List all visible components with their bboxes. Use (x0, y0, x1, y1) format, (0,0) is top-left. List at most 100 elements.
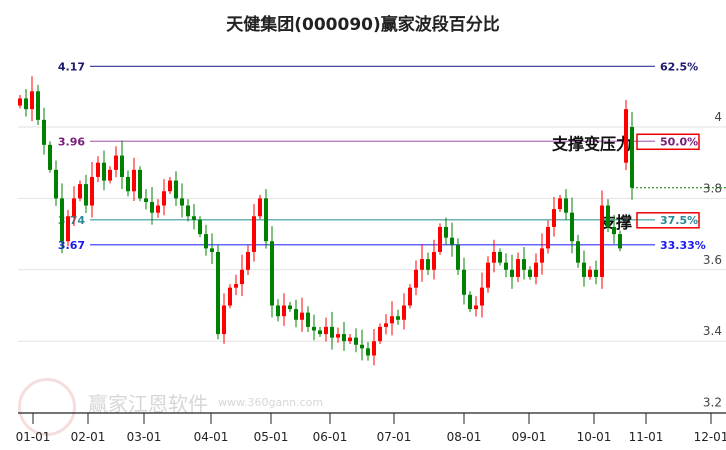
candle-body (372, 341, 376, 356)
candle-body (186, 205, 190, 217)
candle-body (444, 226, 448, 238)
candle-body (486, 262, 490, 288)
chart-title: 天健集团(000090)赢家波段百分比 (226, 15, 500, 35)
x-tick-label: 10-01 (577, 430, 612, 444)
candle-body (60, 198, 64, 242)
candle-body (270, 241, 274, 306)
candle-body (306, 312, 310, 327)
level-price-label: 3.67 (58, 239, 85, 252)
candle-body (288, 305, 292, 310)
x-tick-label: 01-01 (16, 430, 51, 444)
x-tick-label: 09-01 (512, 430, 547, 444)
candle-body (126, 176, 130, 192)
candle-body (42, 119, 46, 145)
candle-body (264, 198, 268, 242)
candle-body (432, 251, 436, 270)
candle-body (222, 305, 226, 335)
level-price-label: 3.74 (58, 214, 85, 227)
candle-body (114, 155, 118, 170)
candle-body (426, 259, 430, 270)
candle-body (348, 337, 352, 342)
candle-body (480, 287, 484, 306)
candle-body (588, 269, 592, 277)
candle-body (240, 269, 244, 285)
candle-body (246, 251, 250, 270)
candle-body (156, 205, 160, 213)
candle-body (528, 269, 532, 277)
candle-body (234, 284, 238, 288)
candle-body (108, 169, 112, 181)
candle-body (522, 259, 526, 270)
candle-body (168, 180, 172, 192)
level-percent-label: 33.33% (660, 239, 706, 252)
candle-body (618, 234, 622, 249)
watermark-url: www.360gann.com (218, 396, 324, 409)
candle-body (330, 326, 334, 338)
candle-body (342, 334, 346, 342)
candle-body (324, 326, 328, 335)
candle-body (90, 176, 94, 206)
level-price-label: 3.96 (58, 135, 85, 148)
candle-body (456, 244, 460, 270)
candle-body (606, 205, 610, 227)
x-tick-label: 07-01 (377, 430, 412, 444)
candle-body (84, 184, 88, 206)
candle-body (504, 262, 508, 270)
candle-body (624, 109, 628, 163)
candle-body (66, 216, 70, 242)
level-highlight-box (636, 212, 700, 229)
level-percent-label: 50.0% (660, 135, 698, 148)
candle-body (612, 226, 616, 235)
candle-body (474, 305, 478, 310)
x-tick-label: 12-01 (694, 430, 726, 444)
x-tick-label: 06-01 (313, 430, 348, 444)
candle-body (594, 269, 598, 277)
candle-body (492, 251, 496, 263)
candle-body (360, 344, 364, 349)
candle-body (516, 259, 520, 277)
candle-body (414, 269, 418, 288)
x-tick-label: 02-01 (71, 430, 106, 444)
candle-body (468, 294, 472, 310)
candle-body (162, 191, 166, 206)
candle-body (450, 237, 454, 245)
candle-body (582, 262, 586, 277)
candle-body (216, 251, 220, 335)
candle-body (462, 269, 466, 295)
candle-body (102, 162, 106, 181)
candle-body (366, 348, 370, 356)
candle-body (630, 127, 634, 188)
candle-body (276, 305, 280, 317)
x-tick-label: 08-01 (447, 430, 482, 444)
candle-body (258, 198, 262, 217)
level-percent-label: 37.5% (660, 214, 698, 227)
candle-body (252, 216, 256, 252)
candle-body (438, 226, 442, 252)
y-tick-label: 3.4 (703, 324, 722, 338)
candle-body (510, 269, 514, 277)
candle-body (420, 259, 424, 270)
x-tick-label: 04-01 (194, 430, 229, 444)
candle-body (318, 330, 322, 335)
candle-body (312, 326, 316, 331)
candle-body (336, 334, 340, 338)
candle-body (540, 248, 544, 263)
watermark-name: 赢家江恩软件 (88, 392, 208, 416)
level-highlight-box (636, 133, 700, 151)
y-tick-label: 3.2 (703, 396, 722, 410)
level-percent-label: 62.5% (660, 60, 698, 73)
candle-body (408, 287, 412, 306)
candle-body (30, 91, 34, 110)
y-tick-label: 4 (714, 110, 722, 124)
candle-body (564, 198, 568, 213)
x-tick-label: 11-01 (629, 430, 664, 444)
candle-body (378, 326, 382, 342)
candle-body (132, 169, 136, 192)
candle-body (390, 316, 394, 324)
candle-body (192, 216, 196, 220)
level-annotation: 支撑变压力 (551, 134, 632, 153)
candle-body (534, 262, 538, 277)
y-tick-label: 3.8 (703, 181, 722, 195)
candle-body (48, 144, 52, 170)
